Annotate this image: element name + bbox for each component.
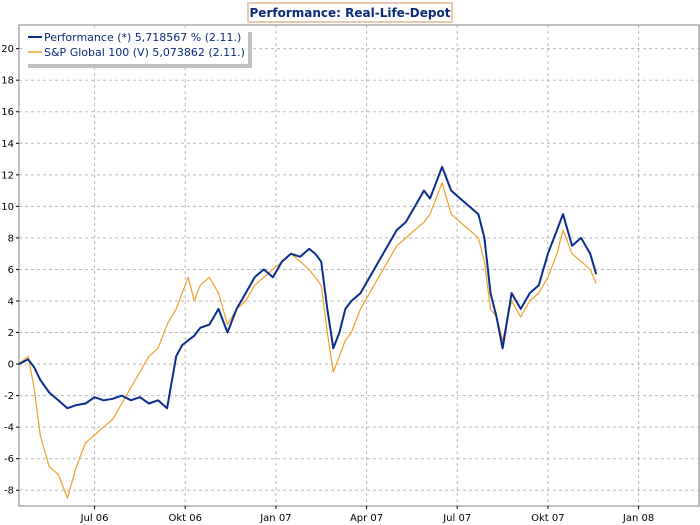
y-tick-label: -6 [4, 454, 14, 465]
x-tick-label: Okt 07 [531, 513, 565, 524]
y-tick-label: 8 [8, 233, 14, 244]
y-tick-label: -4 [4, 423, 14, 434]
y-tick-label: 20 [1, 44, 14, 55]
x-tick-label: Jan 08 [622, 513, 654, 524]
chart-title-box: Performance: Real-Life-Depot [247, 2, 453, 23]
y-tick-label: 18 [1, 76, 14, 87]
x-tick-label: Okt 06 [168, 513, 202, 524]
plot-area [18, 24, 700, 507]
y-tick-label: 0 [8, 360, 14, 371]
y-tick-label: 16 [1, 107, 14, 118]
legend-entry-performance: Performance (*) 5,718567 % (2.11.) [44, 31, 241, 44]
y-axis-ticks: -8 -6 -4 -2 0 2 4 6 8 10 12 14 16 18 20 [1, 44, 19, 497]
y-tick-label: 2 [8, 328, 14, 339]
y-tick-label: 14 [1, 139, 14, 150]
legend-entry-sp-global-100: S&P Global 100 (V) 5,073862 (2.11.) [44, 46, 245, 59]
series-line-performance [18, 165, 598, 410]
x-axis-ticks: Jul 06 Okt 06 Jan 07 Apr 07 Jul 07 Okt 07 Jan … [80, 506, 654, 524]
x-tick-label: Apr 07 [350, 513, 383, 524]
legend: Performance (*) 5,718567 % (2.11.) S&P G… [24, 28, 252, 68]
x-tick-label: Jan 07 [259, 513, 291, 524]
series-lines [18, 165, 598, 499]
y-tick-label: -8 [4, 486, 14, 497]
y-tick-label: 12 [1, 170, 14, 181]
grid-lines [19, 25, 699, 506]
x-tick-label: Jul 07 [442, 513, 471, 524]
x-tick-label: Jul 06 [80, 513, 109, 524]
y-tick-label: 6 [8, 265, 14, 276]
y-tick-label: 10 [1, 202, 14, 213]
chart-title: Performance: Real-Life-Depot [250, 6, 451, 20]
y-tick-label: 4 [8, 296, 14, 307]
y-tick-label: -2 [4, 391, 14, 402]
